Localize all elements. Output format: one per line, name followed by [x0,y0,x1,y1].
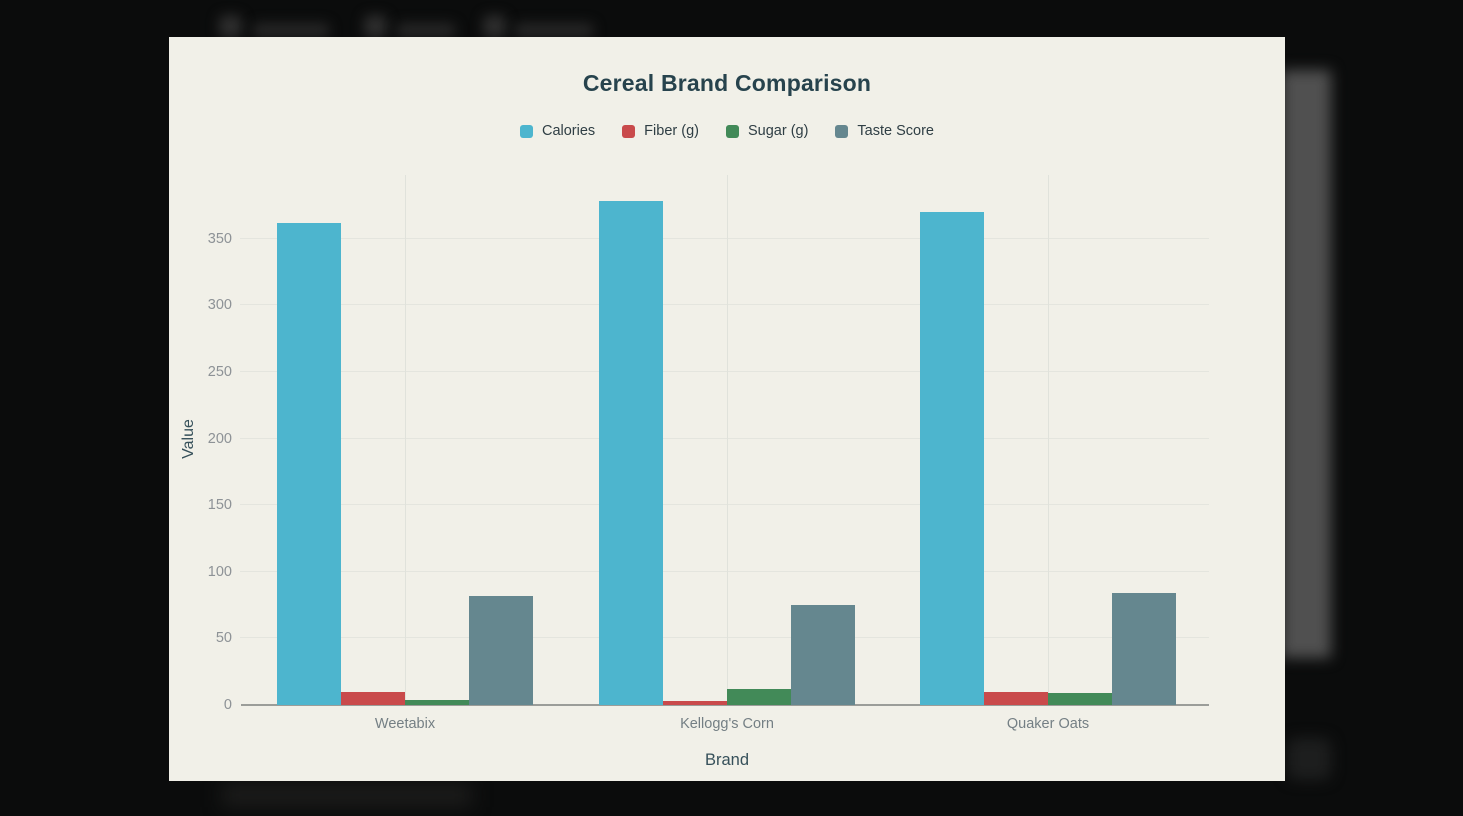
blurred-background-content [222,783,472,807]
bar-quaker-oats-sugar-g[interactable] [1048,693,1112,705]
gridline-y-150 [240,504,1209,506]
legend-item-sugar-g[interactable]: Sugar (g) [725,123,809,139]
y-tick-label-350: 350 [207,230,232,247]
y-tick-label-0: 0 [223,697,232,713]
gridline-y-50 [240,637,1209,639]
legend-item-calories[interactable]: Calories [519,123,596,139]
blurred-nav-item [364,15,387,43]
legend-item-fiber-g[interactable]: Fiber (g) [622,123,699,139]
bar-weetabix-taste-score[interactable] [469,596,533,705]
y-axis-title: Value [180,418,197,459]
bar-kellogg-s-corn-fiber-g[interactable] [663,701,727,705]
blurred-nav-label [514,23,594,38]
bar-kellogg-s-corn-taste-score[interactable] [791,605,855,705]
gridline-x-kellogg-s-corn [727,175,728,705]
gridline-x-weetabix [405,175,406,705]
gridline-y-200 [240,437,1209,439]
legend-item-taste-score[interactable]: Taste Score [835,123,934,139]
x-tick-label-kellogg-s-corn: Kellogg's Corn [680,716,774,732]
gridline-y-350 [240,237,1209,239]
blurred-nav-item [483,15,506,43]
blurred-nav-icon [483,15,506,38]
legend-swatch-icon-calories [519,124,533,138]
legend-swatch-icon-fiber-g [622,124,636,138]
bar-weetabix-calories[interactable] [277,223,341,705]
blurred-nav-label [396,23,456,38]
legend-swatch-icon-sugar-g [725,124,739,138]
y-tick-label-150: 150 [207,497,232,514]
blurred-media-placeholder [1281,70,1331,658]
y-tick-label-300: 300 [207,297,232,314]
blurred-nav-icon [364,15,387,38]
bar-kellogg-s-corn-sugar-g[interactable] [727,689,791,705]
x-axis-title: Brand [704,751,750,769]
blurred-nav-label [252,23,330,38]
bar-weetabix-sugar-g[interactable] [405,700,469,705]
legend-label-sugar-g: Sugar (g) [747,123,809,139]
blurred-nav-icon [219,15,242,38]
gridline-y-300 [240,304,1209,306]
bar-quaker-oats-calories[interactable] [920,212,984,705]
legend-label-calories: Calories [541,123,596,139]
y-tick-label-200: 200 [207,430,232,447]
legend-label-fiber-g: Fiber (g) [644,123,699,139]
y-tick-label-50: 50 [215,630,232,647]
gridline-y-250 [240,370,1209,372]
legend-swatch-icon-taste-score [835,124,849,138]
x-tick-label-weetabix: Weetabix [374,716,436,732]
blurred-nav-item [219,15,242,43]
chart-legend: Calories Fiber (g) Sugar (g) Taste Score [169,123,1285,139]
gridline-y-100 [240,570,1209,572]
plot-area: Value 0 50 100 150 200 250 300 350 Weetabix Kello… [180,172,1209,732]
chart-title: Cereal Brand Comparison [582,70,872,96]
x-axis-line [241,704,1209,706]
bar-weetabix-fiber-g[interactable] [341,692,405,705]
y-tick-label-250: 250 [207,363,232,380]
x-tick-label-quaker-oats: Quaker Oats [1006,716,1090,732]
bar-quaker-oats-fiber-g[interactable] [984,692,1048,705]
gridline-x-quaker-oats [1048,175,1049,705]
bar-kellogg-s-corn-calories[interactable] [599,201,663,705]
chart-panel: Cereal Brand Comparison Calories Fiber (g… [169,37,1285,781]
legend-label-taste-score: Taste Score [857,123,934,139]
blurred-background-content [1287,738,1331,780]
y-tick-label-100: 100 [207,563,232,580]
bar-quaker-oats-taste-score[interactable] [1112,593,1176,705]
